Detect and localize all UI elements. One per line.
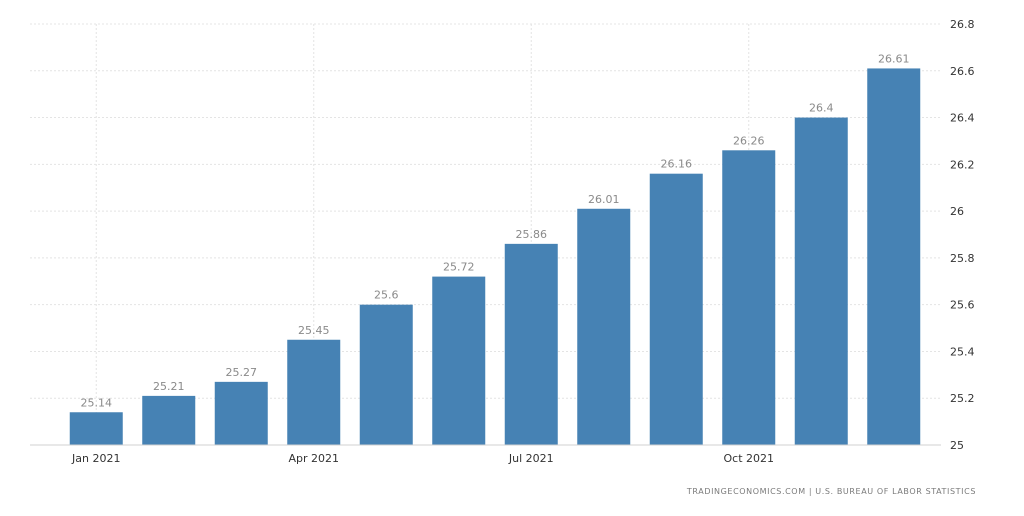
bar [504,243,558,445]
x-tick-label: Jan 2021 [71,452,120,465]
bar [142,395,196,445]
data-label: 25.21 [153,380,185,393]
bar [287,339,341,445]
y-tick-label: 25.8 [950,252,975,265]
y-tick-label: 26.4 [950,112,975,125]
y-tick-label: 26.2 [950,158,975,171]
bar [577,208,631,445]
y-tick-label: 25.2 [950,392,975,405]
bar [649,173,703,445]
bar [214,381,268,445]
bar [867,68,921,445]
y-tick-label: 26.6 [950,65,975,78]
x-tick-label: Apr 2021 [288,452,339,465]
data-label: 25.45 [298,324,330,337]
data-label: 26.4 [809,102,834,115]
data-label: 25.72 [443,261,475,274]
x-tick-label: Oct 2021 [723,452,774,465]
data-label: 25.14 [81,396,113,409]
bar [432,276,486,445]
y-tick-label: 26.8 [950,18,975,31]
data-label: 26.01 [588,193,620,206]
y-tick-label: 25 [950,439,964,452]
data-label: 25.86 [516,228,548,241]
data-label: 25.27 [226,366,258,379]
bar [359,304,413,445]
data-label: 25.6 [374,289,399,302]
data-label: 26.61 [878,52,910,65]
y-tick-label: 25.4 [950,345,975,358]
bar [794,117,848,446]
data-label: 26.16 [661,158,693,171]
source-attribution: TRADINGECONOMICS.COM | U.S. BUREAU OF LA… [686,487,976,496]
x-tick-label: Jul 2021 [508,452,554,465]
bar [69,412,123,445]
y-tick-label: 25.6 [950,299,975,312]
data-label: 26.26 [733,134,765,147]
y-tick-label: 26 [950,205,964,218]
bar [722,150,776,446]
